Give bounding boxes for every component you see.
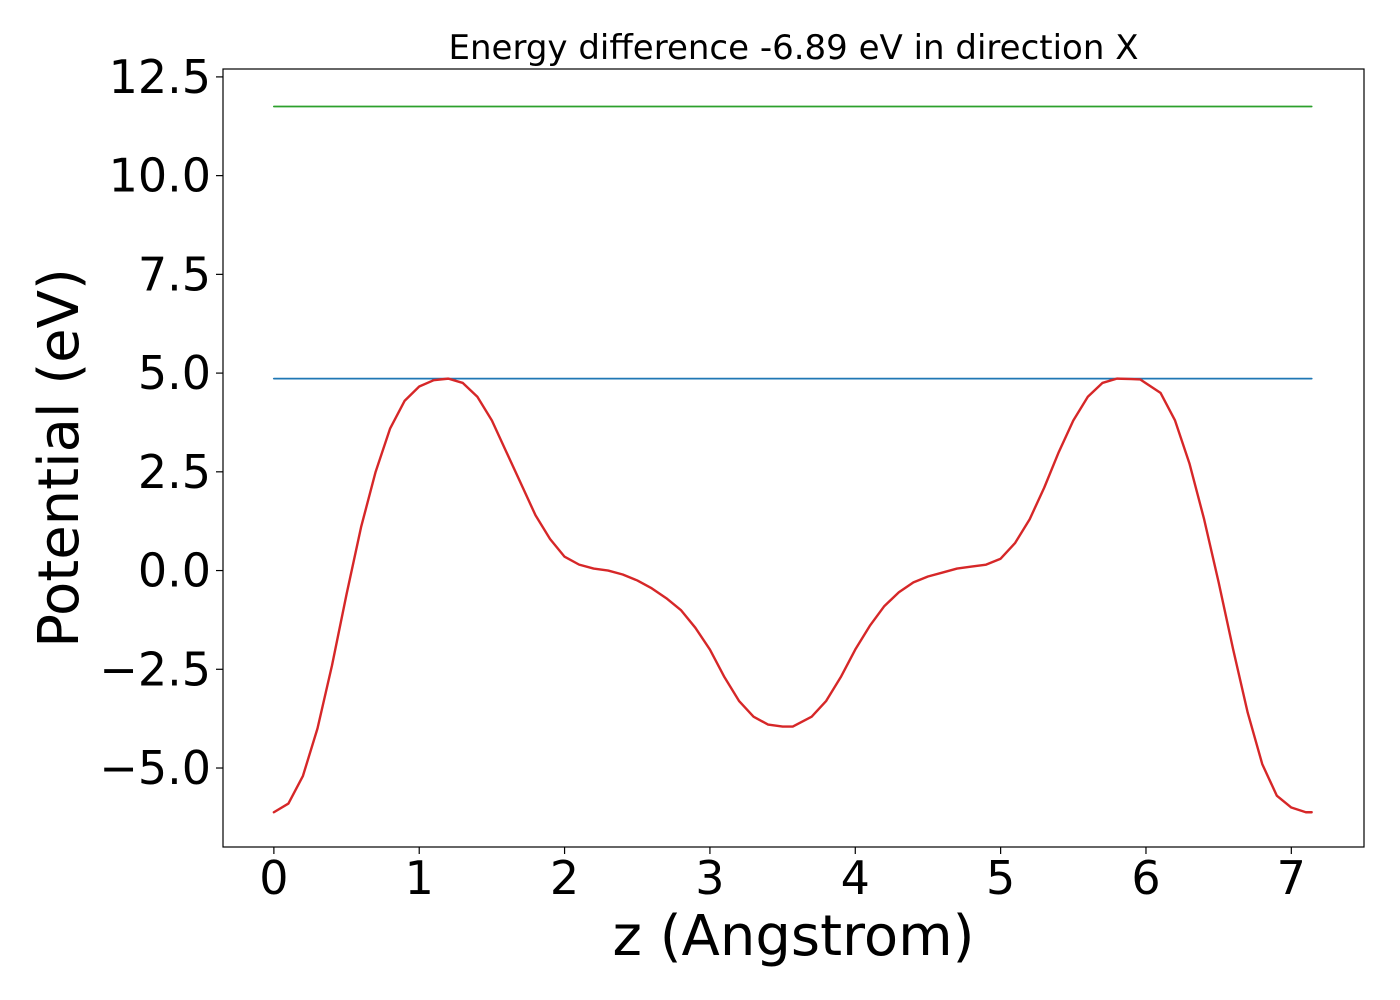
x-axis-title: z (Angstrom) [613, 904, 975, 969]
chart-title: Energy difference -6.89 eV in direction … [449, 28, 1139, 68]
y-tick-label: −5.0 [99, 741, 211, 795]
x-tick-label: 0 [259, 851, 288, 905]
y-tick-label: 2.5 [138, 445, 211, 499]
y-tick-label: 10.0 [109, 149, 211, 203]
y-axis: −5.0 −2.5 0.0 2.5 5.0 7.5 10.0 12.5 [99, 50, 223, 795]
x-tick-label: 5 [986, 851, 1015, 905]
series-layer [272, 105, 1313, 814]
y-tick-label: 7.5 [138, 247, 211, 301]
y-tick-label: 0.0 [138, 544, 211, 598]
plot-frame [222, 68, 1365, 848]
x-tick-label: 6 [1131, 851, 1160, 905]
x-tick-label: 3 [695, 851, 724, 905]
x-tick-label: 2 [550, 851, 579, 905]
x-tick-label: 1 [405, 851, 434, 905]
y-axis-title: Potential (eV) [27, 268, 92, 648]
x-axis: 0 1 2 3 4 5 6 7 [259, 847, 1306, 905]
potential-curve [272, 377, 1313, 814]
y-tick-label: 5.0 [138, 346, 211, 400]
x-tick-label: 4 [841, 851, 870, 905]
y-tick-label: −2.5 [99, 642, 211, 696]
y-tick-label: 12.5 [109, 50, 211, 104]
x-tick-label: 7 [1277, 851, 1306, 905]
